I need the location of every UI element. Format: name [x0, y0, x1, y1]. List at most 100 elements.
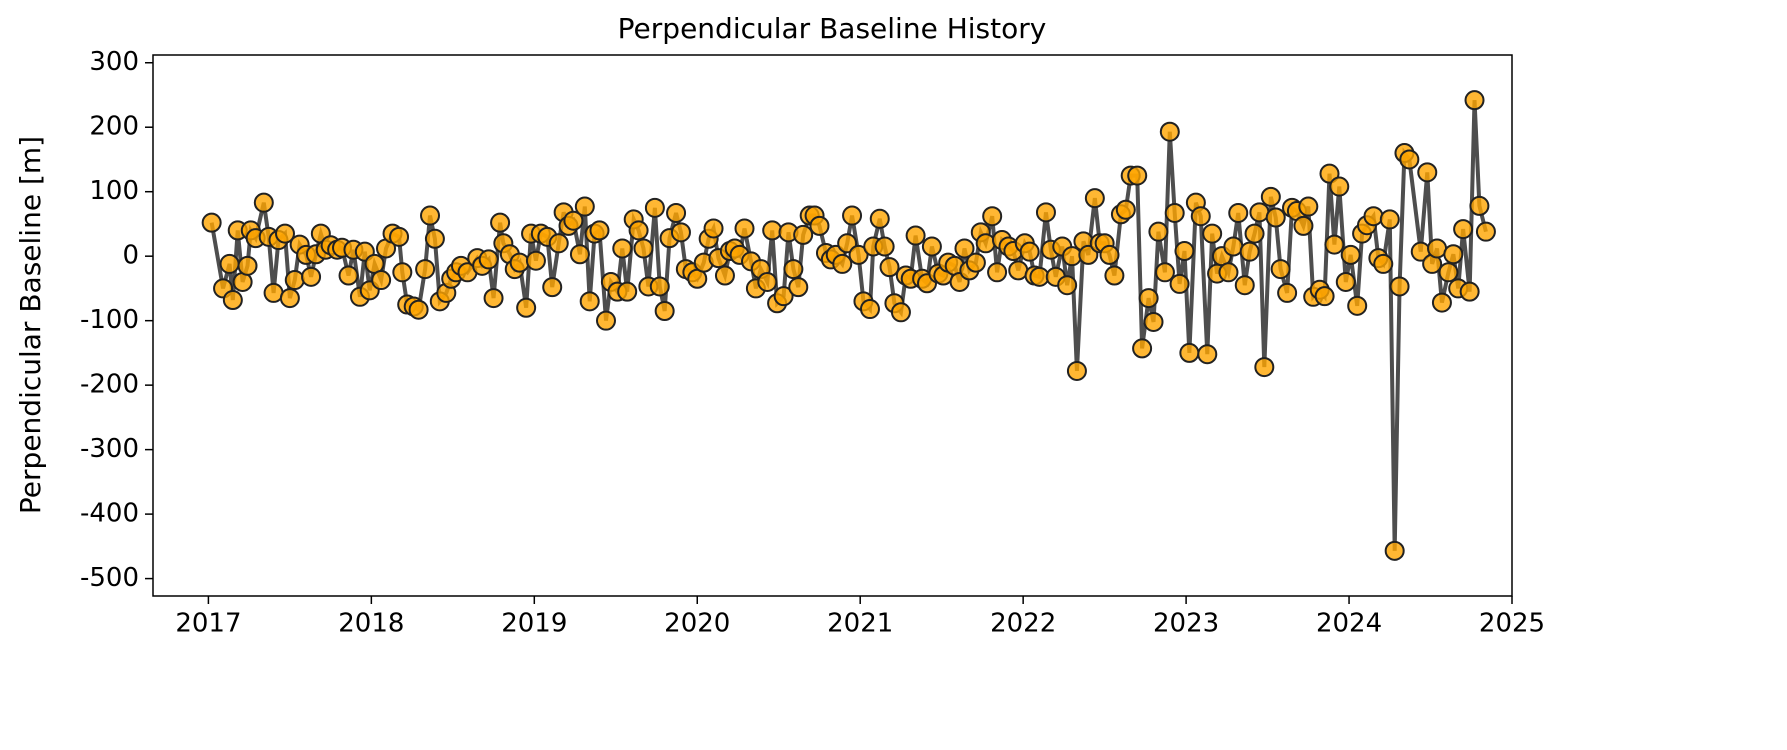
data-point [222, 290, 243, 311]
data-point [589, 220, 610, 241]
data-point [1190, 206, 1211, 227]
data-point [1384, 540, 1405, 561]
x-tick-label: 2019 [501, 609, 567, 639]
data-point [654, 300, 675, 321]
data-point [670, 222, 691, 243]
data-point [788, 277, 809, 298]
data-point [478, 249, 499, 270]
data-point [762, 220, 783, 241]
data-point [783, 259, 804, 280]
data-point [1164, 202, 1185, 223]
data-point [1469, 195, 1490, 216]
data-point [579, 291, 600, 312]
data-point [237, 255, 258, 276]
data-point [596, 310, 616, 331]
data-point [987, 262, 1008, 283]
data-point [1464, 90, 1485, 111]
data-point [548, 233, 569, 254]
y-tick-label: -400 [80, 499, 139, 529]
y-tick-label: -300 [80, 434, 139, 464]
data-point [1363, 206, 1384, 227]
data-point [569, 244, 590, 265]
data-point [1179, 342, 1200, 363]
data-point [1379, 209, 1400, 230]
data-point [890, 302, 911, 323]
data-point [1174, 241, 1195, 262]
data-point [483, 288, 504, 309]
data-point [1239, 241, 1260, 262]
data-point [1277, 282, 1298, 303]
data-point [516, 297, 537, 318]
data-point [1347, 295, 1368, 316]
y-tick-label: 100 [89, 176, 139, 206]
data-point [1329, 176, 1350, 197]
data-point [628, 220, 649, 241]
data-point [1260, 186, 1281, 207]
data-point [201, 212, 222, 233]
plot-frame [152, 54, 1513, 597]
data-point [644, 197, 665, 218]
x-tick-label: 2018 [338, 609, 404, 639]
data-point [1389, 276, 1410, 297]
data-point [714, 265, 735, 286]
data-point [389, 226, 410, 247]
data-point [301, 266, 322, 287]
data-point [1218, 262, 1239, 283]
data-point [832, 253, 853, 274]
data-point [1099, 244, 1120, 265]
data-point [1427, 238, 1448, 259]
data-point [392, 262, 413, 283]
x-tick-label: 2021 [827, 609, 893, 639]
data-point [612, 238, 633, 259]
data-point [1223, 236, 1244, 257]
data-point [408, 299, 429, 320]
data-point [773, 286, 794, 307]
data-point [1298, 196, 1319, 217]
data-point [274, 223, 295, 244]
data-point [263, 282, 284, 303]
data-point [525, 250, 546, 271]
data-point [1293, 215, 1314, 236]
data-point [219, 253, 240, 274]
data-point [975, 233, 996, 254]
data-point [253, 192, 274, 213]
data-point [1324, 234, 1345, 255]
data-point [279, 288, 300, 309]
data-point [1234, 275, 1255, 296]
data-point [1244, 223, 1265, 244]
data-point [859, 299, 880, 320]
data-point [1265, 207, 1286, 228]
chart-title: Perpendicular Baseline History [618, 12, 1047, 45]
data-point [982, 206, 1003, 227]
data-point [1138, 288, 1159, 309]
data-point [1453, 219, 1474, 240]
data-point [649, 276, 670, 297]
data-point [617, 281, 638, 302]
data-point [1249, 202, 1270, 223]
data-point [542, 277, 563, 298]
y-tick-label: 0 [122, 241, 139, 271]
data-point [1169, 273, 1190, 294]
data-point [793, 224, 814, 245]
data-point [869, 208, 890, 229]
data-point [954, 238, 975, 259]
data-point [1202, 223, 1223, 244]
data-point [1148, 221, 1169, 242]
data-point [1084, 188, 1105, 209]
data-point [1475, 221, 1496, 242]
data-point [415, 259, 436, 280]
x-tick-label: 2024 [1316, 609, 1382, 639]
x-tick-label: 2020 [664, 609, 730, 639]
data-point [1314, 286, 1335, 307]
data-point [338, 265, 359, 286]
data-point [633, 238, 654, 259]
data-point [1399, 149, 1420, 170]
data-point [734, 218, 755, 239]
x-tick-label: 2017 [175, 609, 241, 639]
data-point [757, 271, 778, 292]
data-point [1431, 292, 1452, 313]
y-axis-label: Perpendicular Baseline [m] [14, 136, 47, 514]
data-point [1008, 260, 1029, 281]
data-point [1373, 253, 1394, 274]
x-tick-label: 2022 [990, 609, 1056, 639]
